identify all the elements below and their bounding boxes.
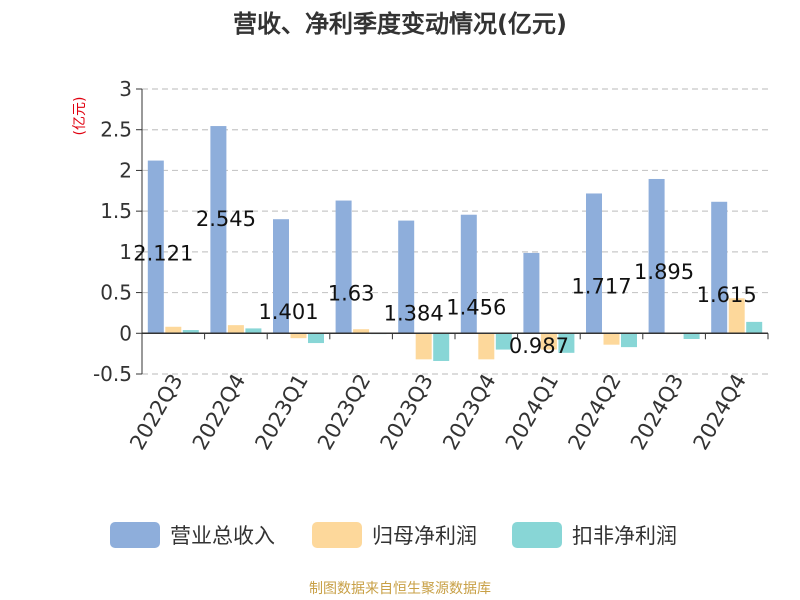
bar bbox=[182, 330, 199, 334]
data-label: 1.384 bbox=[384, 302, 444, 326]
bar bbox=[290, 333, 307, 339]
bar bbox=[586, 193, 602, 334]
legend-swatch bbox=[512, 522, 562, 548]
y-tick-label: -0.5 bbox=[93, 362, 132, 386]
legend-label: 扣非净利润 bbox=[572, 524, 677, 548]
x-tick-label: 2024Q4 bbox=[689, 370, 751, 454]
y-tick-label: 0 bbox=[119, 321, 132, 345]
y-axis-label: (亿元) bbox=[72, 97, 88, 136]
y-tick-label: 1.5 bbox=[100, 199, 132, 223]
y-tick-label: 0.5 bbox=[100, 281, 132, 305]
x-tick-label: 2022Q4 bbox=[188, 370, 250, 454]
legend-label: 营业总收入 bbox=[170, 524, 275, 548]
x-tick-label: 2024Q3 bbox=[626, 370, 688, 454]
x-tick-label: 2024Q2 bbox=[563, 370, 625, 454]
bar bbox=[603, 333, 620, 345]
x-tick-label: 2023Q2 bbox=[313, 370, 375, 454]
bar bbox=[478, 333, 495, 360]
bar bbox=[398, 220, 415, 334]
bar bbox=[648, 178, 665, 334]
legend-swatch bbox=[312, 522, 362, 548]
x-tick-label: 2023Q4 bbox=[438, 370, 500, 454]
x-tick-label: 2023Q1 bbox=[250, 370, 312, 454]
bar bbox=[147, 160, 164, 334]
bar bbox=[353, 329, 370, 334]
bars bbox=[147, 126, 763, 361]
chart-title: 营收、净利季度变动情况(亿元) bbox=[233, 10, 567, 38]
bar bbox=[495, 333, 512, 350]
bar bbox=[523, 252, 540, 334]
bar bbox=[273, 219, 289, 334]
data-label: 1.717 bbox=[571, 274, 631, 298]
bar bbox=[335, 200, 352, 334]
y-tick-label: 2.5 bbox=[100, 118, 132, 142]
bar bbox=[433, 333, 450, 361]
data-label: 2.121 bbox=[133, 242, 193, 266]
bar bbox=[227, 325, 244, 334]
bar bbox=[540, 333, 557, 350]
data-label: 1.63 bbox=[328, 282, 375, 306]
bar bbox=[558, 333, 575, 353]
bar bbox=[308, 333, 324, 344]
y-tick-label: 2 bbox=[119, 158, 132, 182]
bar bbox=[415, 333, 432, 360]
x-tick-label: 2022Q3 bbox=[125, 370, 187, 454]
bar bbox=[728, 298, 745, 334]
bar bbox=[746, 321, 763, 334]
data-source-footer: 制图数据来自恒生聚源数据库 bbox=[309, 581, 491, 597]
data-label: 2.545 bbox=[196, 207, 256, 231]
bar bbox=[621, 333, 637, 348]
bar bbox=[245, 328, 262, 334]
data-label: 1.895 bbox=[634, 260, 694, 284]
legend-label: 归母净利润 bbox=[372, 524, 477, 548]
y-tick-label: 3 bbox=[119, 77, 132, 101]
x-tick-label: 2023Q3 bbox=[376, 370, 438, 454]
grid-lines bbox=[142, 88, 768, 375]
data-label: 0.987 bbox=[509, 334, 569, 358]
bar bbox=[711, 201, 728, 334]
data-label: 1.615 bbox=[697, 283, 757, 307]
bar bbox=[165, 326, 182, 334]
bar bbox=[460, 214, 477, 334]
data-label: 1.401 bbox=[258, 300, 318, 324]
y-tick-label: 1 bbox=[119, 240, 132, 264]
data-label: 1.456 bbox=[446, 296, 506, 320]
legend: 营业总收入 归母净利润 扣非净利润 bbox=[110, 522, 677, 548]
x-tick-label: 2024Q1 bbox=[501, 370, 563, 454]
bar bbox=[210, 126, 227, 334]
bar bbox=[683, 333, 700, 339]
legend-swatch bbox=[110, 522, 160, 548]
